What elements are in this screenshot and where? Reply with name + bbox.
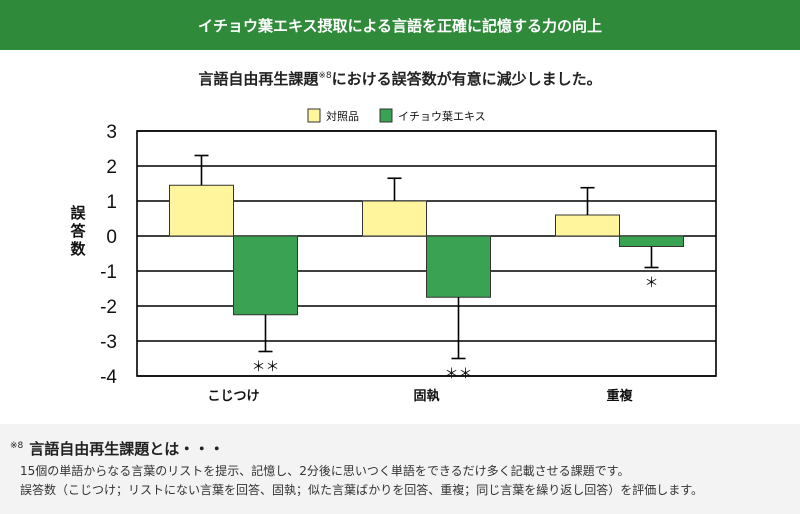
bar xyxy=(619,235,684,247)
bar xyxy=(555,214,620,237)
significance-mark: ＊ xyxy=(645,276,659,292)
y-tick-label: -1 xyxy=(100,262,117,283)
significance-mark: ＊＊ xyxy=(252,360,280,376)
bar-chart: 3 2 1 0 -1 -2 -3 -4 誤答数 対照品 イチョウ葉エキス ＊＊ こじつけ ＊＊ 固執 ＊ 重複 xyxy=(70,108,717,404)
footnote-title-text: 言語自由再生課題とは・・・ xyxy=(29,440,225,458)
bar xyxy=(169,184,234,237)
bar xyxy=(233,235,298,316)
x-tick-label: こじつけ xyxy=(207,389,259,404)
y-tick-label: 1 xyxy=(106,192,117,213)
header-banner: イチョウ葉エキス摂取による言語を正確に記憶する力の向上 xyxy=(0,0,800,50)
legend-label: イチョウ葉エキス xyxy=(398,109,486,123)
footnote-panel: ※8 言語自由再生課題とは・・・ 15個の単語からなる言葉のリストを提示、記憶し、… xyxy=(0,424,800,514)
subtitle-note-mark: ※8 xyxy=(318,71,332,81)
legend-swatch xyxy=(379,108,393,123)
legend-label: 対照品 xyxy=(326,109,359,123)
plot-frame xyxy=(136,130,717,377)
legend-swatch xyxy=(307,108,321,123)
bar xyxy=(426,235,491,298)
subtitle-text: 言語自由再生課題 xyxy=(198,70,319,88)
y-tick-label: 2 xyxy=(106,157,117,178)
footnote-mark: ※8 xyxy=(10,441,24,451)
footnote-line: 15個の単語からなる言葉のリストを提示、記憶し、2分後に思いつく単語をできるだけ… xyxy=(20,464,630,478)
x-tick-label: 重複 xyxy=(606,388,633,404)
chart-subtitle: 言語自由再生課題※8における誤答数が有意に減少しました。 xyxy=(0,68,800,89)
y-tick-label: 0 xyxy=(106,227,117,248)
footnote-body: 15個の単語からなる言葉のリストを提示、記憶し、2分後に思いつく単語をできるだけ… xyxy=(20,462,795,500)
x-tick-label: 固執 xyxy=(413,388,439,404)
page-title: イチョウ葉エキス摂取による言語を正確に記憶する力の向上 xyxy=(197,16,603,35)
subtitle-text-after: における誤答数が有意に減少しました。 xyxy=(331,70,602,88)
footnote-title: ※8 言語自由再生課題とは・・・ xyxy=(10,438,224,459)
y-tick-label: -2 xyxy=(100,297,117,318)
significance-mark: ＊＊ xyxy=(445,367,473,383)
y-tick-label: -3 xyxy=(100,332,117,353)
y-tick-label: -4 xyxy=(100,367,117,388)
y-axis-label: 誤答数 xyxy=(70,204,86,258)
bar xyxy=(362,200,427,237)
y-tick-label: 3 xyxy=(106,122,117,143)
footnote-line: 誤答数（こじつけ；リストにない言葉を回答、固執；似た言葉ばかりを回答、重複；同じ… xyxy=(20,483,704,497)
